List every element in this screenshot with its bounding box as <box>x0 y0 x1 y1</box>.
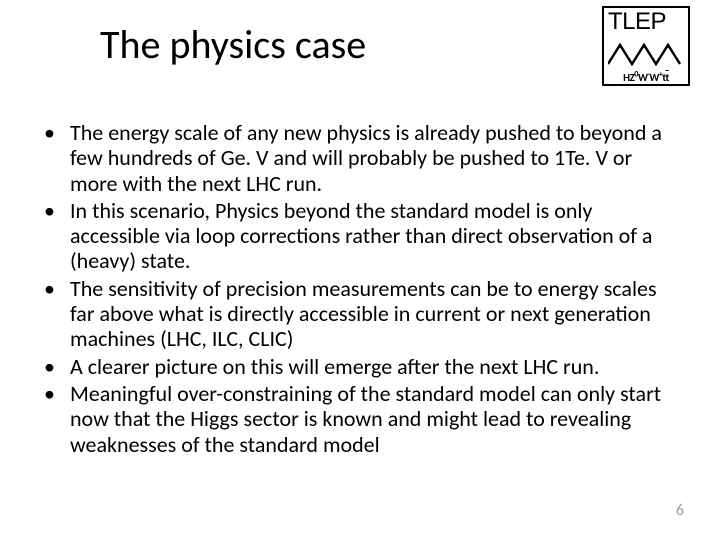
bullet-item: Meaningful over-constraining of the stan… <box>30 381 680 457</box>
bullet-item: In this scenario, Physics beyond the sta… <box>30 198 680 274</box>
bullet-item: The sensitivity of precision measurement… <box>30 276 680 352</box>
bullet-item: The energy scale of any new physics is a… <box>30 120 680 196</box>
logo-subtitle: HZ0W-W+tt <box>608 72 684 83</box>
slide-title: The physics case <box>100 20 366 69</box>
logo-title: TLEP <box>608 10 684 34</box>
page-number: 6 <box>676 501 684 520</box>
bullet-item: A clearer picture on this will emerge af… <box>30 354 680 379</box>
tlep-logo: TLEP HZ0W-W+tt <box>602 6 690 86</box>
logo-wave-icon <box>608 40 684 66</box>
bullet-list: The energy scale of any new physics is a… <box>30 120 680 459</box>
